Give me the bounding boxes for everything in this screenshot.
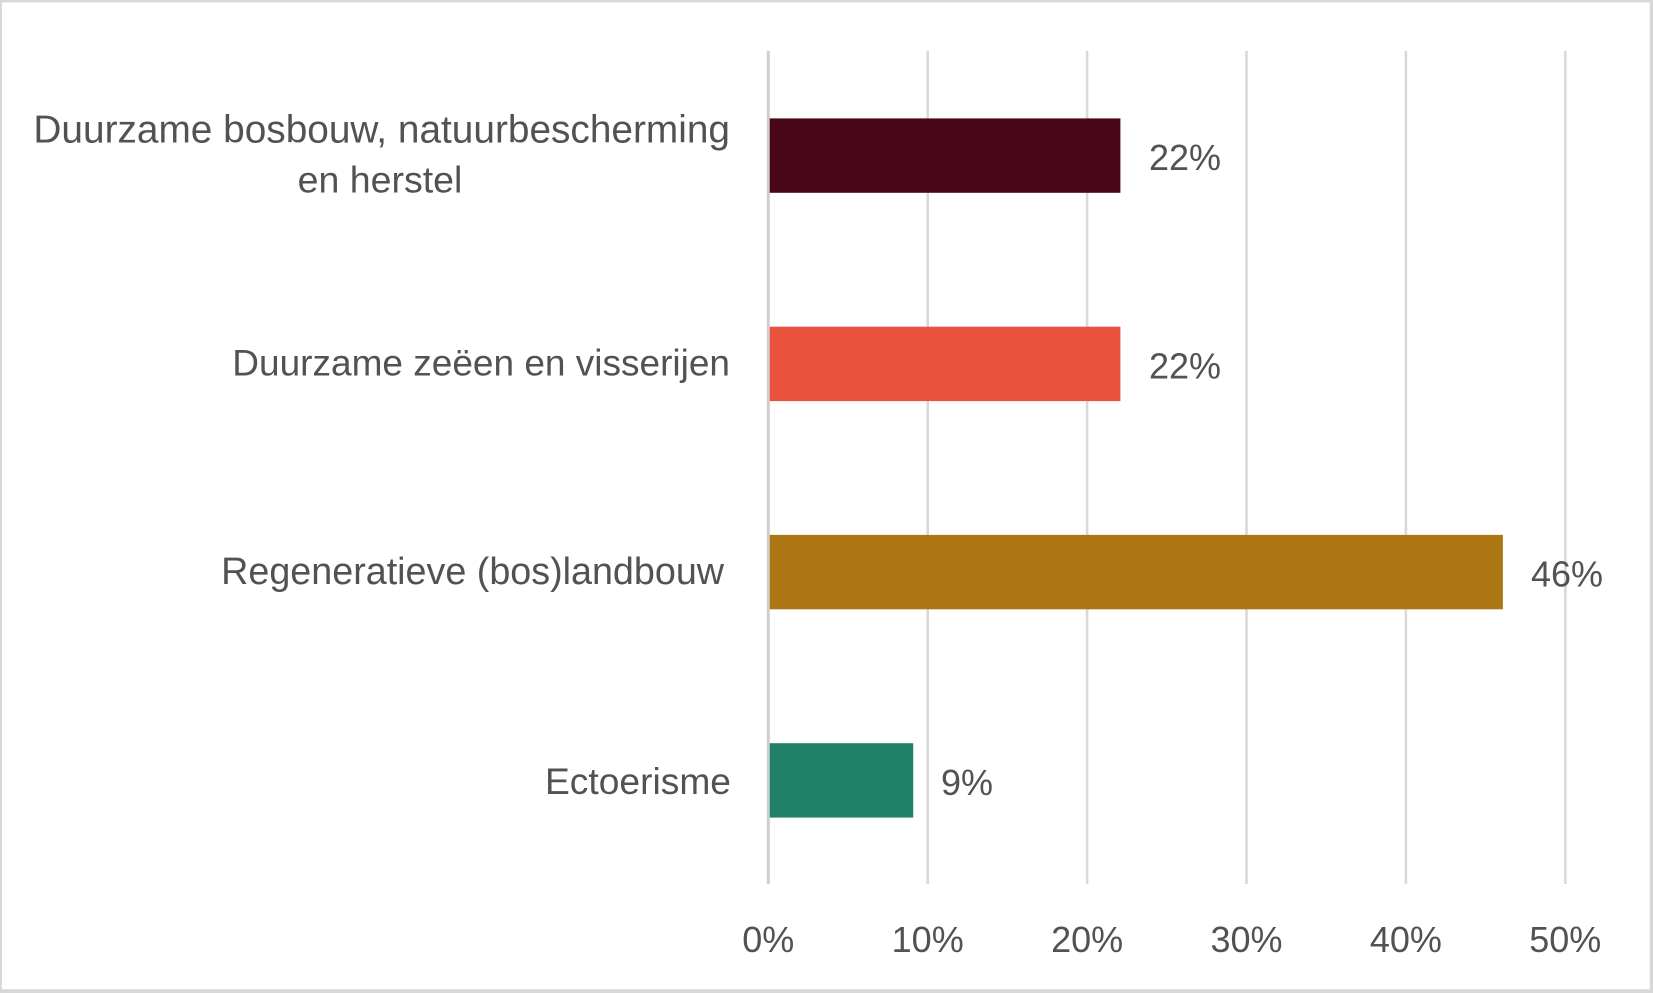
svg-text:0%: 0%: [742, 919, 794, 960]
svg-text:50%: 50%: [1529, 919, 1601, 960]
svg-text:9%: 9%: [941, 762, 993, 803]
svg-text:10%: 10%: [892, 919, 964, 960]
svg-text:20%: 20%: [1051, 919, 1123, 960]
svg-text:Ectoerisme: Ectoerisme: [545, 760, 731, 802]
svg-text:22%: 22%: [1149, 346, 1221, 387]
svg-text:en herstel: en herstel: [298, 159, 463, 201]
svg-text:40%: 40%: [1370, 919, 1442, 960]
svg-text:Duurzame bosbouw, natuurbesche: Duurzame bosbouw, natuurbescherming: [33, 109, 730, 152]
svg-text:Duurzame zeëen en visserijen: Duurzame zeëen en visserijen: [232, 343, 730, 384]
svg-text:46%: 46%: [1531, 554, 1603, 595]
svg-text:30%: 30%: [1210, 919, 1282, 960]
svg-text:22%: 22%: [1149, 137, 1221, 178]
svg-text:Regeneratieve (bos)landbouw: Regeneratieve (bos)landbouw: [221, 550, 725, 592]
